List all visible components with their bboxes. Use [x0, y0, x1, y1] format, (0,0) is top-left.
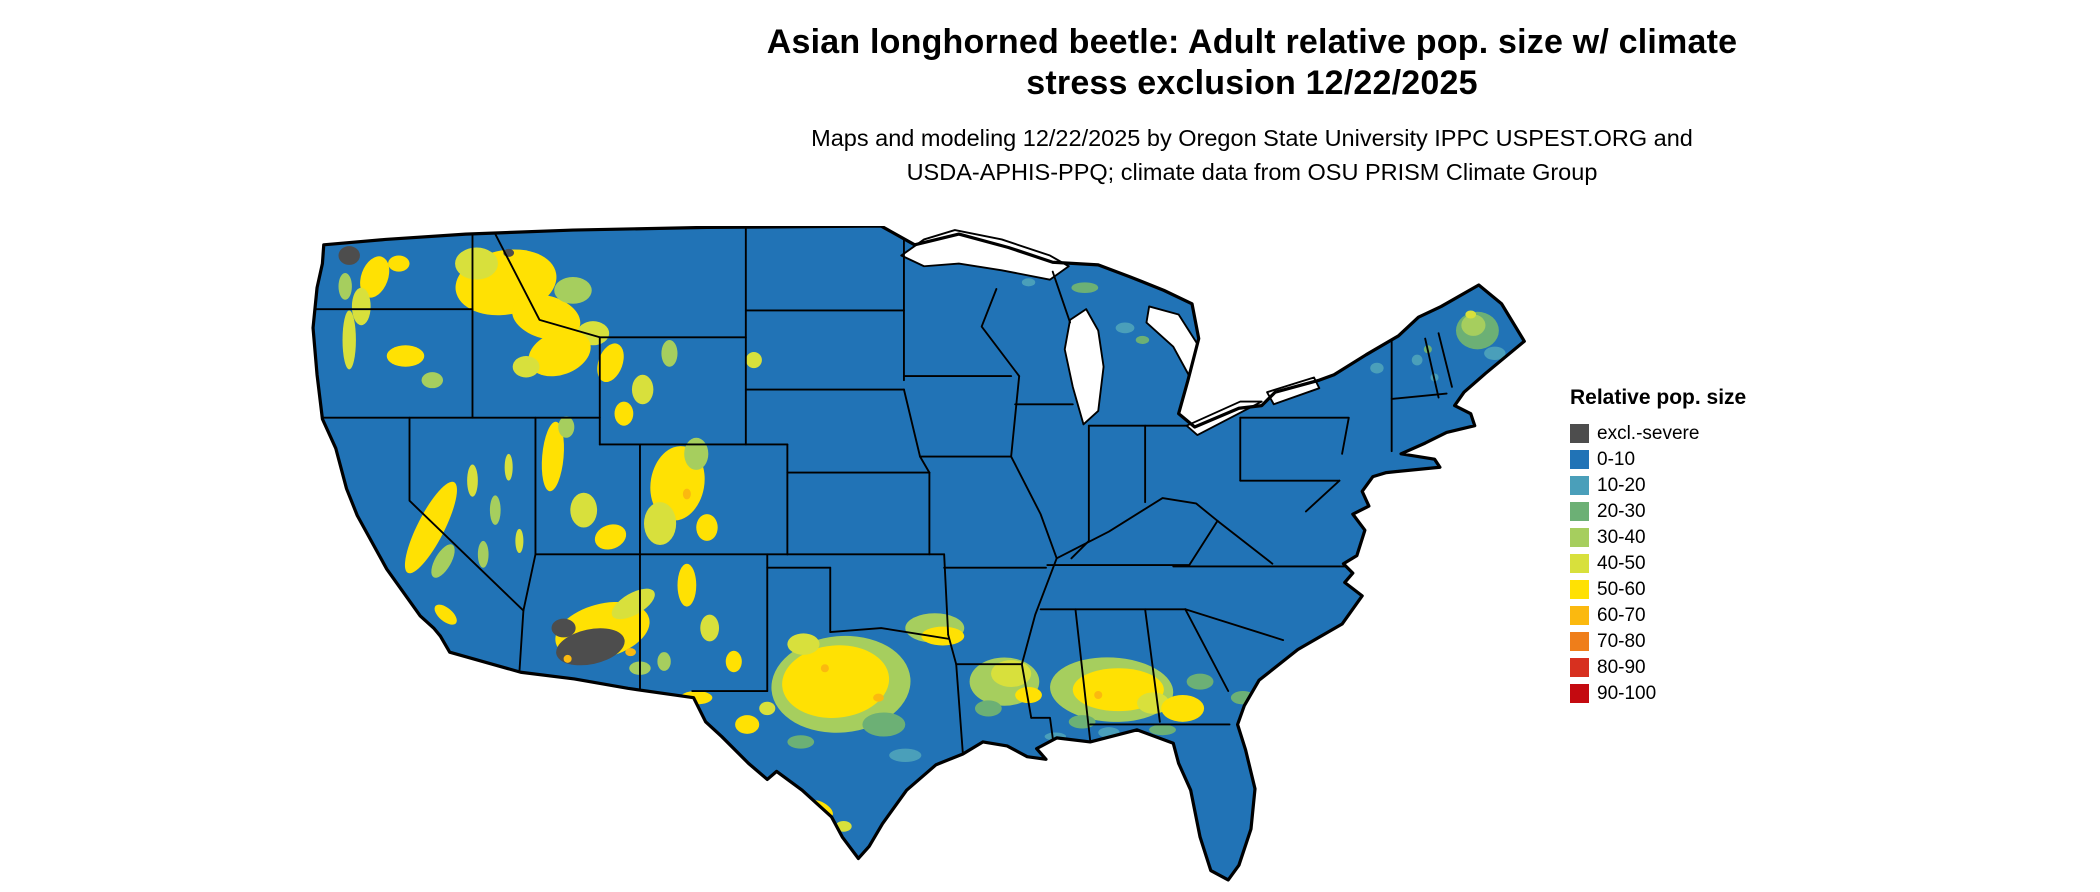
legend-swatch: [1570, 658, 1589, 677]
population-overlay: [338, 238, 1506, 832]
us-map: [305, 226, 1527, 884]
legend-label: 40-50: [1597, 552, 1646, 574]
state-borders: [313, 226, 1453, 755]
legend-item: excl.-severe: [1570, 422, 1746, 444]
legend-swatch: [1570, 450, 1589, 469]
legend-swatch: [1570, 632, 1589, 651]
legend-label: 10-20: [1597, 474, 1646, 496]
legend-title: Relative pop. size: [1570, 386, 1747, 409]
legend-swatch: [1570, 580, 1589, 599]
map-title-line1: Asian longhorned beetle: Adult relative …: [766, 23, 1738, 61]
legend-item: 20-30: [1570, 500, 1746, 522]
map-title: Asian longhorned beetle: Adult relative …: [472, 22, 2032, 105]
great-lakes: [900, 229, 1321, 437]
legend-swatch: [1570, 606, 1589, 625]
lake-superior: [900, 229, 1070, 281]
legend-label: 50-60: [1597, 578, 1646, 600]
legend-label: 90-100: [1597, 682, 1657, 704]
legend-item: 70-80: [1570, 630, 1746, 652]
legend: Relative pop. size excl.-severe 0-10 10-20…: [1570, 386, 1746, 710]
lake-erie: [1185, 400, 1263, 437]
legend-swatch: [1570, 554, 1589, 573]
legend-item: 40-50: [1570, 552, 1746, 574]
legend-items: excl.-severe 0-10 10-20 20-30 30-40 40-50 50-6…: [1570, 422, 1746, 704]
legend-swatch: [1570, 502, 1589, 521]
map-subtitle: Maps and modeling 12/22/2025 by Oregon S…: [472, 121, 2032, 189]
legend-label: 80-90: [1597, 656, 1646, 678]
legend-label: 30-40: [1597, 526, 1646, 548]
legend-item: 80-90: [1570, 656, 1746, 678]
map-title-line2: stress exclusion 12/22/2025: [1026, 64, 1478, 103]
legend-label: 20-30: [1597, 500, 1646, 522]
legend-item: 50-60: [1570, 578, 1746, 600]
header: Asian longhorned beetle: Adult relative …: [472, 22, 2032, 189]
legend-swatch: [1570, 528, 1589, 547]
legend-label: 70-80: [1597, 630, 1646, 652]
legend-swatch: [1570, 684, 1589, 703]
legend-label: excl.-severe: [1597, 422, 1700, 444]
lake-michigan: [1063, 308, 1105, 426]
legend-item: 10-20: [1570, 474, 1746, 496]
map-subtitle-line2: USDA-APHIS-PPQ; climate data from OSU PR…: [906, 159, 1598, 185]
legend-label: 0-10: [1597, 448, 1636, 470]
legend-swatch: [1570, 424, 1589, 443]
legend-item: 30-40: [1570, 526, 1746, 548]
legend-item: 60-70: [1570, 604, 1746, 626]
legend-item: 90-100: [1570, 682, 1746, 704]
legend-label: 60-70: [1597, 604, 1646, 626]
us-map-svg: [311, 226, 1526, 882]
map-subtitle-line1: Maps and modeling 12/22/2025 by Oregon S…: [811, 124, 1693, 151]
legend-swatch: [1570, 476, 1589, 495]
legend-item: 0-10: [1570, 448, 1746, 470]
